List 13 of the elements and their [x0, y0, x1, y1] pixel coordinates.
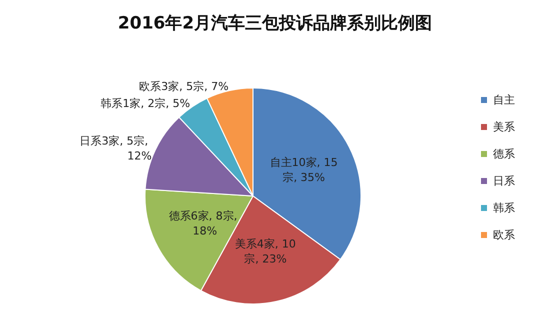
legend-label: 韩系: [493, 202, 515, 214]
data-label: 欧系3家, 5宗, 7%: [139, 80, 229, 94]
legend-label: 美系: [493, 120, 515, 134]
legend-label: 德系: [493, 148, 515, 160]
data-label: 日系3家, 5宗, 12%: [80, 134, 152, 162]
data-label: 美系4家, 10宗, 23%: [234, 238, 296, 266]
chart-title: 2016年2月汽车三包投诉品牌系别比例图: [118, 14, 432, 34]
legend-label: 自主: [493, 94, 515, 106]
legend-label: 欧系: [493, 228, 515, 242]
legend-label: 日系: [493, 174, 515, 188]
data-label: 韩系1家, 2宗, 5%: [100, 96, 190, 110]
data-label: 德系6家, 8宗, 18%: [168, 209, 238, 238]
data-label: 自主10家, 15宗, 35%: [270, 156, 338, 184]
